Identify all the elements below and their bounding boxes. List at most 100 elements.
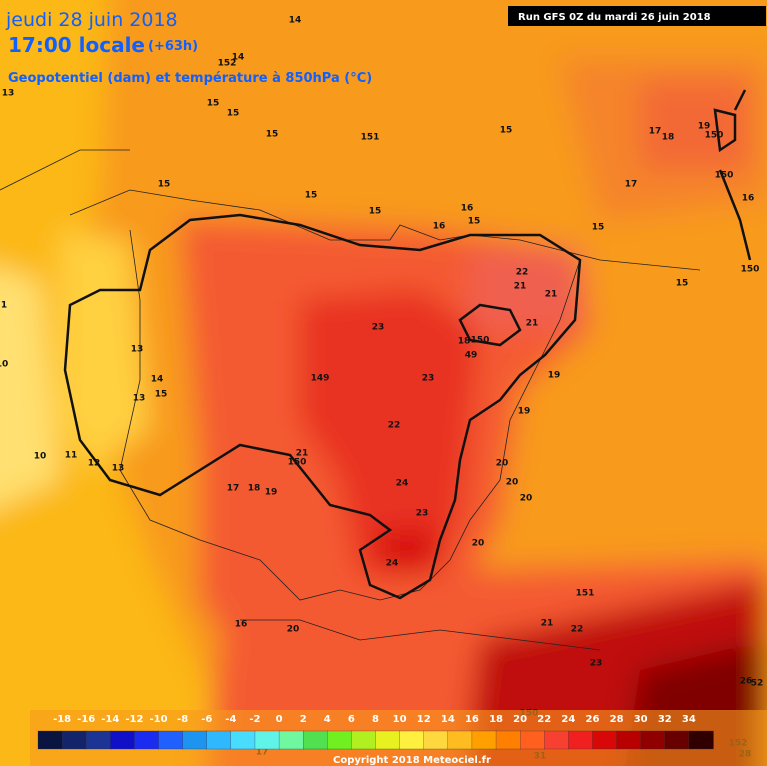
contour-label: 151 [576, 589, 595, 599]
contour-label: 17 [649, 127, 662, 137]
contour-label: 150 [705, 131, 724, 141]
colorbar-tick-label: -6 [201, 714, 212, 725]
colorbar-tick-label: 0 [276, 714, 283, 725]
contour-label: 12 [88, 459, 101, 469]
copyright: Copyright 2018 Meteociel.fr [333, 755, 491, 766]
colorbar-tick-label: 12 [417, 714, 431, 725]
colorbar-tick-label: 26 [586, 714, 600, 725]
colorbar-box [399, 730, 425, 750]
colorbar-box [664, 730, 690, 750]
contour-label: 26 [740, 677, 753, 687]
colorbar-tick-label: 10 [393, 714, 407, 725]
colorbar-box [375, 730, 401, 750]
colorbar-box [519, 730, 545, 750]
contour-label: 23 [416, 509, 429, 519]
colorbar-tick-label: -2 [249, 714, 260, 725]
colorbar-box [471, 730, 497, 750]
contour-label: 15 [266, 130, 279, 140]
colorbar-box [37, 730, 63, 750]
contour-label: 15 [207, 99, 220, 109]
contour-label: 21 [526, 319, 539, 329]
contour-label: 14 [151, 375, 164, 385]
colorbar-tick-label: 16 [465, 714, 479, 725]
contour-label: 23 [422, 374, 435, 384]
contour-label: 14 [232, 53, 245, 63]
colorbar-box [86, 730, 111, 750]
colorbar-tick-label: 22 [537, 714, 551, 725]
colorbar-tick-label: -14 [101, 714, 119, 725]
contour-label: 20 [287, 625, 300, 635]
colorbar-tick-label: -12 [125, 714, 143, 725]
colorbar-tick-label: 30 [634, 714, 648, 725]
colorbar-box [495, 730, 521, 750]
contour-label: 15 [155, 390, 168, 400]
colorbar-box [423, 730, 449, 750]
colorbar-box [688, 730, 714, 750]
colorbar-box [182, 730, 208, 750]
contour-label: 11 [65, 451, 78, 461]
colorbar-tick-label: 6 [348, 714, 355, 725]
contour-label: 150 [715, 171, 734, 181]
contour-label: 10 [34, 452, 47, 462]
contour-label: 19 [265, 488, 278, 498]
colorbar-tick-label: -18 [53, 714, 71, 725]
colorbar-box [110, 730, 136, 750]
contour-label: 10 [0, 360, 8, 370]
coastlines [0, 149, 701, 651]
contour-label: 19 [518, 407, 531, 417]
colorbar-tick-label: 8 [372, 714, 379, 725]
date: jeudi 28 juin 2018 [5, 9, 178, 31]
contour-label: 13 [2, 89, 15, 99]
contour-label: 13 [112, 464, 125, 474]
contour-label: 22 [388, 421, 401, 431]
contour-label: 52 [751, 679, 764, 689]
contour-label: 16 [433, 222, 446, 232]
contour-label: 19 [698, 122, 711, 132]
contour-label: 16 [742, 194, 755, 204]
colorbar-box [544, 730, 570, 750]
contour-label: 15 [468, 217, 481, 227]
contour-label: 13 [131, 345, 144, 355]
colorbar-box [351, 730, 377, 750]
colorbar-box [447, 730, 473, 750]
colorbar-tick-label: -16 [77, 714, 95, 725]
contour-label: 15 [500, 126, 513, 136]
colorbar-tick-label: -8 [177, 714, 188, 725]
colorbar-tick-label: -4 [225, 714, 236, 725]
contour-label: 15 [227, 109, 240, 119]
run-box [508, 6, 766, 26]
contour-label: 17 [625, 180, 638, 190]
contour-label: 16 [461, 204, 474, 214]
contour-label: 15 [369, 207, 382, 217]
colorbar-tick-label: 28 [610, 714, 624, 725]
contour-label: 16 [235, 620, 248, 630]
contour-label: 21 [514, 282, 527, 292]
time: 17:00 locale [8, 33, 145, 57]
colorbar-box [206, 730, 232, 750]
contour-label: 17 [227, 484, 240, 494]
contour-label: 15 [305, 191, 318, 201]
colorbar-tick-label: 2 [300, 714, 307, 725]
colorbar-tick-label: 20 [513, 714, 527, 725]
contour-label: 150 [741, 265, 760, 275]
contour-label: 149 [311, 374, 330, 384]
contour-label: 151 [361, 133, 380, 143]
colorbar-tick-label: -10 [149, 714, 167, 725]
colorbar-box [303, 730, 328, 750]
contour-label: 23 [590, 659, 603, 669]
contour-label: 150 [471, 336, 490, 346]
contour-label: 150 [288, 458, 307, 468]
colorbar-tick-label: 18 [489, 714, 503, 725]
header: jeudi 28 juin 2018 17:00 locale (+63h) G… [5, 6, 766, 86]
colorbar-tick-label: 34 [682, 714, 696, 725]
colorbar: -18 -16 -14 -12 -10 -8 -6 -4 -2 0 2 4 6 8 10 12 14 16 18 20… [30, 710, 767, 766]
contour-label: 24 [386, 559, 399, 569]
colorbar-tick-label: 4 [324, 714, 331, 725]
contour-label: 152 [218, 59, 237, 69]
contour-label: 20 [520, 494, 533, 504]
contour-label: 13 [133, 394, 146, 404]
contour-label: 21 [545, 290, 558, 300]
